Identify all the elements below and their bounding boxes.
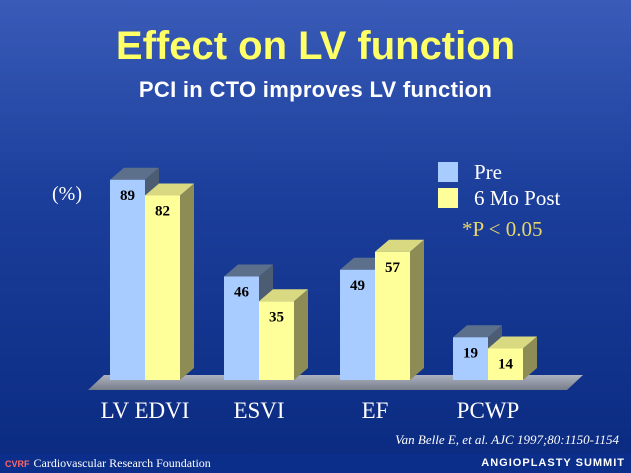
legend-entry-6-mo-post: 6 Mo Post xyxy=(438,186,561,210)
data-label: 19 xyxy=(463,345,478,361)
category-label: PCWP xyxy=(457,398,520,423)
category-label: ESVI xyxy=(233,398,284,423)
footer-org-name: Cardiovascular Research Foundation xyxy=(33,456,211,470)
bar-esvi-6-mo-post: 35 xyxy=(259,289,308,380)
category-label: EF xyxy=(362,398,389,423)
citation: Van Belle E, et al. AJC 1997;80:1150-115… xyxy=(395,432,619,447)
bar-ef-6-mo-post: 57 xyxy=(375,239,424,380)
data-label: 35 xyxy=(269,309,284,325)
legend-swatch xyxy=(438,162,458,182)
legend-entry-pre: Pre xyxy=(438,160,502,184)
data-label: 46 xyxy=(234,285,250,301)
legend-label: 6 Mo Post xyxy=(474,186,561,210)
legend-label: Pre xyxy=(474,160,502,184)
data-label: 82 xyxy=(155,204,170,220)
footer-organization: CVRF Cardiovascular Research Foundation xyxy=(5,456,211,471)
legend-swatch xyxy=(438,188,458,208)
footer-event: ANGIOPLASTY SUMMIT xyxy=(481,457,625,469)
slide-subtitle: PCI in CTO improves LV function xyxy=(138,77,493,102)
data-label: 57 xyxy=(385,260,401,276)
bar-pcwp-pre: 19 xyxy=(453,325,502,380)
bar-lv-edvi-6-mo-post: 82 xyxy=(145,183,194,380)
category-label: LV EDVI xyxy=(101,398,190,423)
data-label: 49 xyxy=(350,278,365,294)
data-label: 89 xyxy=(120,188,135,204)
bar-pcwp-6-mo-post: 14 xyxy=(488,336,537,380)
slide-title: Effect on LV function xyxy=(115,24,516,68)
data-label: 14 xyxy=(498,357,514,373)
significance-note: *P < 0.05 xyxy=(462,217,543,241)
unit-label: (%) xyxy=(52,183,82,205)
cvrf-logo: CVRF xyxy=(5,459,30,469)
footer-bar xyxy=(0,454,631,473)
